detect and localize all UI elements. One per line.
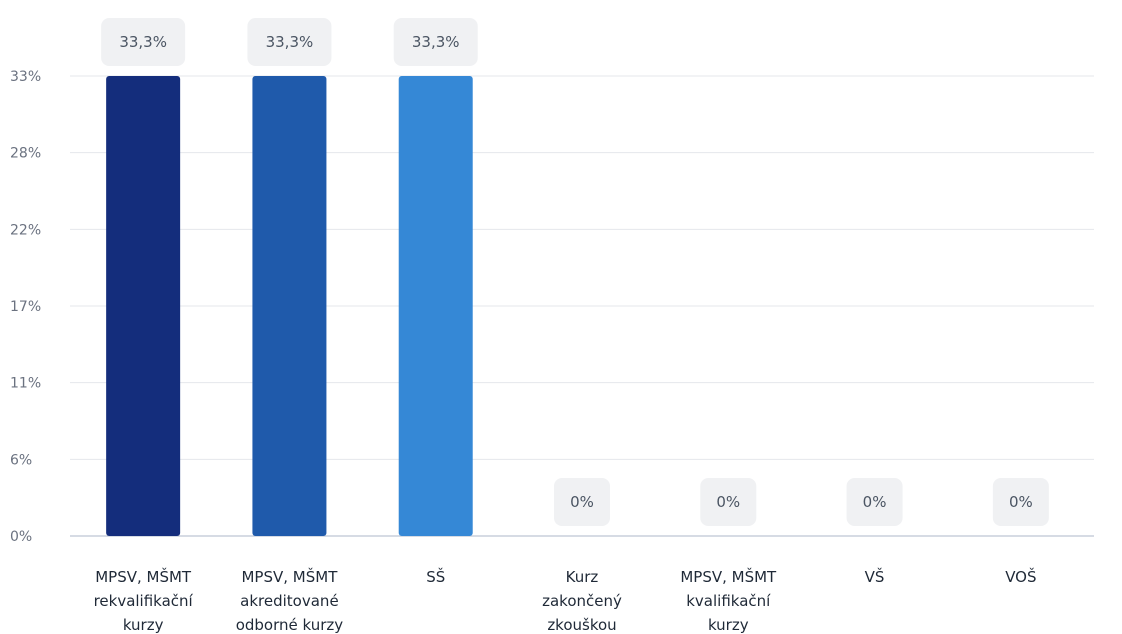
bar[interactable] <box>398 76 473 536</box>
data-label: 33,3% <box>119 33 167 51</box>
bar[interactable] <box>106 76 181 536</box>
data-label: 0% <box>863 493 887 511</box>
category-label: MPSV, MŠMT rekvalifikační kurzy <box>94 567 194 634</box>
bar[interactable] <box>252 76 327 536</box>
data-label-box <box>846 478 903 526</box>
y-tick-label: 11% <box>10 376 41 392</box>
category-label: VOŠ <box>1005 567 1036 586</box>
y-tick-label: 22% <box>10 222 41 238</box>
data-label: 0% <box>570 493 594 511</box>
category-label: SŠ <box>426 567 445 586</box>
category-label: VŠ <box>865 567 885 586</box>
y-tick-label: 33% <box>10 69 41 85</box>
data-label-box <box>393 18 478 66</box>
gridlines <box>70 75 1094 537</box>
data-label-box <box>700 478 757 526</box>
data-label: 33,3% <box>266 33 314 51</box>
data-label: 33,3% <box>412 33 460 51</box>
x-axis-categories: MPSV, MŠMT rekvalifikační kurzy MPSV, MŠMT a… <box>94 567 1037 634</box>
data-labels: 33,3% 33,3% 33,3% 0% 0% 0% 0% <box>101 18 1049 526</box>
category-label: MPSV, MŠMT akreditované odborné kurzy <box>236 567 344 634</box>
y-tick-label: 28% <box>10 146 41 162</box>
category-label: Kurz zakončený zkouškou <box>542 568 622 634</box>
y-axis-ticks: 33% 28% 22% 17% 11% 6% 0% <box>10 69 41 545</box>
bars <box>106 76 473 536</box>
data-label: 0% <box>716 493 740 511</box>
y-tick-label: 0% <box>10 529 32 545</box>
data-label-box <box>992 478 1049 526</box>
data-label-box <box>554 478 610 526</box>
y-tick-label: 6% <box>10 452 32 468</box>
data-label: 0% <box>1009 493 1033 511</box>
category-label: MPSV, MŠMT kvalifikační kurzy <box>680 567 777 634</box>
y-tick-label: 17% <box>10 299 41 315</box>
data-label-box <box>247 18 332 66</box>
data-label-box <box>101 18 186 66</box>
